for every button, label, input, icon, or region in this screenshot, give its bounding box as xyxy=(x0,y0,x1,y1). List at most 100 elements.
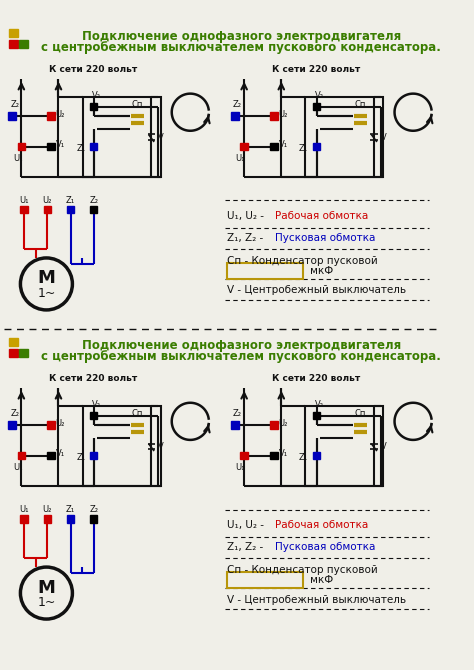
Text: V₂: V₂ xyxy=(315,91,324,100)
Text: V₁: V₁ xyxy=(56,140,65,149)
Text: V: V xyxy=(158,442,164,451)
Text: Пусковая обмотка: Пусковая обмотка xyxy=(275,541,375,551)
Bar xyxy=(82,407,161,486)
Text: Z₁: Z₁ xyxy=(66,196,75,205)
Bar xyxy=(231,421,238,429)
Text: Z₂: Z₂ xyxy=(89,196,98,205)
Text: Z₁: Z₁ xyxy=(299,144,308,153)
Bar xyxy=(20,206,28,213)
Bar xyxy=(305,97,383,177)
Text: U₁: U₁ xyxy=(13,154,22,163)
Text: Z₁: Z₁ xyxy=(299,453,308,462)
Text: Z₂: Z₂ xyxy=(89,505,98,514)
Text: К сети 220 вольт: К сети 220 вольт xyxy=(49,65,137,74)
Text: 1~: 1~ xyxy=(37,596,55,609)
Text: мкФ: мкФ xyxy=(310,575,333,585)
Text: Z₁: Z₁ xyxy=(76,453,85,462)
Text: U₁, U₂ -: U₁, U₂ - xyxy=(227,521,267,531)
Bar xyxy=(9,40,18,48)
Text: V - Центробежный выключатель: V - Центробежный выключатель xyxy=(227,594,406,604)
Text: Cп: Cп xyxy=(355,100,366,109)
Bar xyxy=(270,112,278,120)
Text: Cп: Cп xyxy=(132,100,143,109)
Text: V₁: V₁ xyxy=(279,140,288,149)
Bar xyxy=(231,112,238,120)
Bar xyxy=(90,515,98,523)
Text: U₂: U₂ xyxy=(56,110,65,119)
Text: Cп - Конденсатор пусковой: Cп - Конденсатор пусковой xyxy=(227,565,377,575)
Text: U₂: U₂ xyxy=(279,110,288,119)
Text: U₂: U₂ xyxy=(43,196,52,205)
Bar xyxy=(20,515,28,523)
Bar xyxy=(47,112,55,120)
Text: Z₂: Z₂ xyxy=(10,100,19,109)
Bar xyxy=(90,412,98,419)
Bar xyxy=(9,349,18,357)
Text: V: V xyxy=(381,442,386,451)
Bar xyxy=(313,452,320,460)
Bar xyxy=(90,103,98,111)
Bar xyxy=(82,97,161,177)
Text: Рабочая обмотка: Рабочая обмотка xyxy=(275,521,368,531)
Bar xyxy=(227,572,302,588)
Text: U₂: U₂ xyxy=(56,419,65,427)
Text: M: M xyxy=(37,269,55,287)
Bar xyxy=(270,421,278,429)
Text: U₂: U₂ xyxy=(43,505,52,514)
Text: V₂: V₂ xyxy=(92,91,101,100)
Text: Z₁, Z₂ -: Z₁, Z₂ - xyxy=(227,541,266,551)
Text: M: M xyxy=(37,578,55,596)
Bar xyxy=(47,452,55,460)
Bar xyxy=(44,206,51,213)
Text: мкФ: мкФ xyxy=(310,266,333,276)
Text: Cп: Cп xyxy=(132,409,143,418)
Text: К сети 220 вольт: К сети 220 вольт xyxy=(49,374,137,383)
Bar xyxy=(313,143,320,150)
Text: К сети 220 вольт: К сети 220 вольт xyxy=(272,65,360,74)
Bar xyxy=(90,206,98,213)
Text: Cп - Конденсатор пусковой: Cп - Конденсатор пусковой xyxy=(227,256,377,266)
Text: U₁: U₁ xyxy=(13,463,22,472)
Text: Z₁, Z₂ -: Z₁, Z₂ - xyxy=(227,232,266,243)
Text: V₁: V₁ xyxy=(279,450,288,458)
Bar xyxy=(67,515,74,523)
Text: V₂: V₂ xyxy=(92,400,101,409)
Bar xyxy=(18,452,25,460)
Text: U₁: U₁ xyxy=(19,196,29,205)
Text: с центробежным выключателем пускового конденсатора.: с центробежным выключателем пускового ко… xyxy=(41,41,441,54)
Bar xyxy=(18,143,25,150)
Text: Cп: Cп xyxy=(355,409,366,418)
Bar xyxy=(47,421,55,429)
Text: V: V xyxy=(381,133,386,142)
Text: К сети 220 вольт: К сети 220 вольт xyxy=(272,374,360,383)
Text: V: V xyxy=(158,133,164,142)
Text: с центробежным выключателем пускового конденсатора.: с центробежным выключателем пускового ко… xyxy=(41,350,441,363)
Text: U₂: U₂ xyxy=(279,419,288,427)
Bar xyxy=(240,143,248,150)
Bar xyxy=(9,112,16,120)
Text: 1~: 1~ xyxy=(37,287,55,299)
Text: U₁: U₁ xyxy=(236,463,245,472)
Text: U₁: U₁ xyxy=(236,154,245,163)
Bar xyxy=(270,452,278,460)
Bar xyxy=(9,29,18,37)
Bar xyxy=(19,349,28,357)
Text: V - Центробежный выключатель: V - Центробежный выключатель xyxy=(227,285,406,295)
Bar xyxy=(305,407,383,486)
Bar xyxy=(19,40,28,48)
Bar xyxy=(270,143,278,150)
Bar xyxy=(67,206,74,213)
Bar xyxy=(47,143,55,150)
Bar xyxy=(227,263,302,279)
Bar xyxy=(9,421,16,429)
Bar xyxy=(90,143,98,150)
Bar xyxy=(44,515,51,523)
Bar xyxy=(313,412,320,419)
Text: Рабочая обмотка: Рабочая обмотка xyxy=(275,211,368,221)
Text: V₁: V₁ xyxy=(56,450,65,458)
Text: Z₁: Z₁ xyxy=(66,505,75,514)
Text: U₁, U₂ -: U₁, U₂ - xyxy=(227,211,267,221)
Text: Подключение однофазного электродвигателя: Подключение однофазного электродвигателя xyxy=(82,29,401,43)
Bar xyxy=(313,103,320,111)
Bar xyxy=(9,338,18,346)
